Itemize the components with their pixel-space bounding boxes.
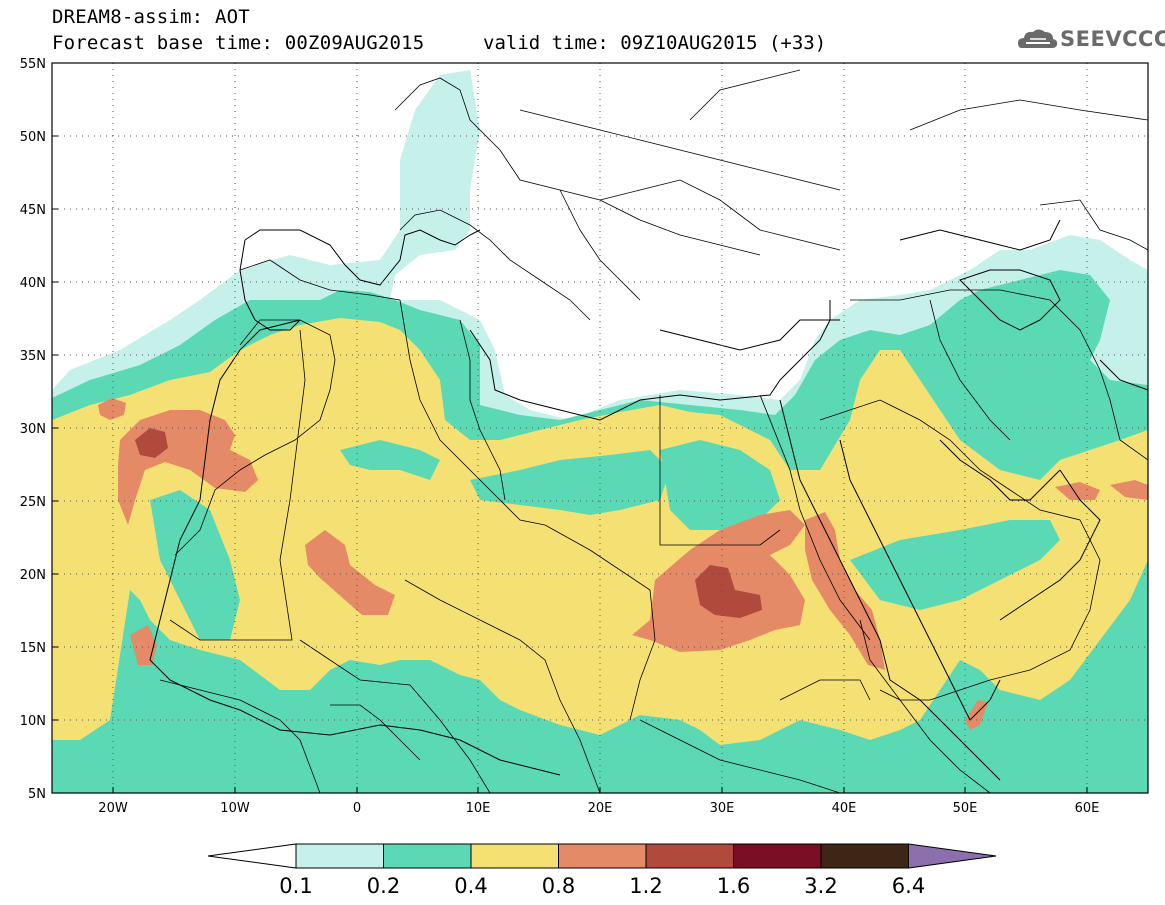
lat-label: 5N xyxy=(28,787,46,802)
latitude-labels: 55N 50N 45N 40N 35N 30N 25N 20N 15N 10N … xyxy=(20,57,46,802)
lon-label: 30E xyxy=(710,801,735,816)
valid-time: valid time: 09Z10AUG2015 (+33) xyxy=(483,32,827,54)
colorbar-swatch xyxy=(470,843,559,869)
colorbar-label: 0.2 xyxy=(367,874,400,898)
colorbar-label: 0.8 xyxy=(542,874,575,898)
axis-ticks xyxy=(52,62,1088,793)
lat-label: 25N xyxy=(20,495,46,510)
colorbar-label: 0.4 xyxy=(454,874,487,898)
logo-text: SEEVCCC xyxy=(1060,27,1165,51)
colorbar xyxy=(207,843,997,869)
lon-label: 20W xyxy=(98,801,128,816)
colorbar-labels: 0.1 0.2 0.4 0.8 1.2 1.6 3.2 6.4 xyxy=(279,874,925,898)
colorbar-over-arrow xyxy=(908,843,997,869)
longitude-labels: 20W 10W 0 10E 20E 30E 40E 50E 60E xyxy=(98,801,1099,816)
aot-contour-0.8-atlantic xyxy=(98,398,126,420)
cloud-icon xyxy=(1018,29,1058,48)
map-title: DREAM8-assim: AOT xyxy=(52,6,250,28)
aot-contour-1.2-morocco xyxy=(135,428,168,458)
coastlines xyxy=(149,219,1148,781)
lat-label: 55N xyxy=(20,57,46,72)
lat-label: 50N xyxy=(20,130,46,145)
aot-contour-0.8-eritrea xyxy=(805,512,885,670)
colorbar-swatch xyxy=(733,843,822,869)
lat-label: 10N xyxy=(20,714,46,729)
aot-contour-0.2-libya xyxy=(470,450,670,515)
colorbar-label: 1.6 xyxy=(717,874,750,898)
colorbar-label: 6.4 xyxy=(892,874,925,898)
lon-label: 40E xyxy=(832,801,857,816)
lat-label: 20N xyxy=(20,568,46,583)
lon-label: 0 xyxy=(353,801,361,816)
lat-label: 45N xyxy=(20,203,46,218)
lat-label: 15N xyxy=(20,641,46,656)
colorbar-swatch xyxy=(383,843,472,869)
colorbar-swatch xyxy=(558,843,647,869)
aot-contour-1.2-sudan xyxy=(695,565,762,618)
colorbar-under-arrow xyxy=(207,843,297,869)
aot-contour-0.2-arabia xyxy=(850,520,1060,610)
lon-label: 60E xyxy=(1075,801,1100,816)
lon-label: 50E xyxy=(953,801,978,816)
lat-label: 30N xyxy=(20,422,46,437)
colorbar-label: 0.1 xyxy=(279,874,312,898)
lat-label: 40N xyxy=(20,276,46,291)
lon-label: 10E xyxy=(466,801,491,816)
forecast-base-time: Forecast base time: 00Z09AUG2015 xyxy=(52,32,425,54)
lat-label: 35N xyxy=(20,349,46,364)
aot-contour-0.2-mauritania xyxy=(150,490,240,640)
colorbar-swatch xyxy=(645,843,734,869)
aot-contour-0.8-algeria xyxy=(305,530,395,615)
colorbar-swatch xyxy=(295,843,384,869)
aot-contour-0.8-pakistan xyxy=(1110,480,1148,500)
aot-contour-0.2-sahara xyxy=(340,440,440,480)
colorbar-label: 1.2 xyxy=(629,874,662,898)
lon-label: 20E xyxy=(588,801,613,816)
aot-field xyxy=(52,63,1148,793)
aot-contour-0.8-oman xyxy=(1055,482,1100,500)
colorbar-label: 3.2 xyxy=(804,874,837,898)
aot-contour-0.2-red-sea xyxy=(660,440,780,530)
aot-contour-0.8-senegal xyxy=(130,625,157,665)
lon-label: 10W xyxy=(220,801,250,816)
colorbar-swatch xyxy=(820,843,909,869)
